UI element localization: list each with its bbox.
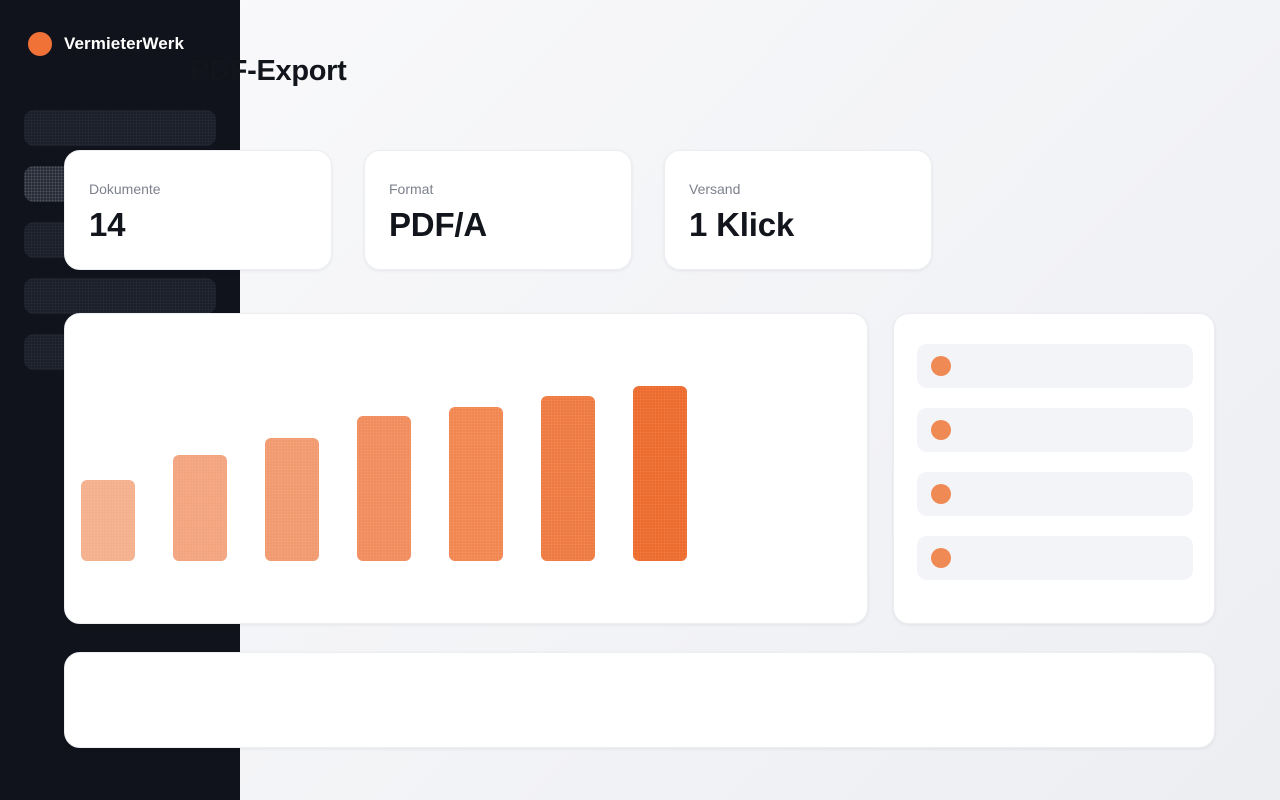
chart-bar-6 xyxy=(541,396,595,561)
stat-card-documents: Dokumente 14 xyxy=(64,150,332,270)
chart-bar-1 xyxy=(81,480,135,561)
stat-value: 14 xyxy=(89,206,126,243)
chart-bar-2 xyxy=(173,455,227,561)
stat-label: Dokumente xyxy=(89,181,161,197)
side-list-card xyxy=(893,313,1215,624)
bottom-panel xyxy=(64,652,1215,748)
sidebar-item-1[interactable] xyxy=(24,110,216,146)
chart-bar-3 xyxy=(265,438,319,561)
chart-bar-5 xyxy=(449,407,503,561)
page-title: PDF-Export xyxy=(190,55,347,87)
brand-name: VermieterWerk xyxy=(64,34,185,53)
status-dot-icon xyxy=(931,356,951,376)
stat-label: Versand xyxy=(689,181,741,197)
brand[interactable]: VermieterWerk xyxy=(28,32,184,56)
stat-value: 1 Klick xyxy=(689,206,794,243)
stat-label: Format xyxy=(389,181,434,197)
list-item[interactable] xyxy=(917,344,1193,388)
sidebar-item-4[interactable] xyxy=(24,278,216,314)
stat-card-format: Format PDF/A xyxy=(364,150,632,270)
stat-value: PDF/A xyxy=(389,206,488,243)
chart-bar-7 xyxy=(633,386,687,561)
bar-chart-card xyxy=(64,313,868,624)
list-item[interactable] xyxy=(917,408,1193,452)
chart-bar-4 xyxy=(357,416,411,561)
status-dot-icon xyxy=(931,548,951,568)
list-item[interactable] xyxy=(917,472,1193,516)
status-dot-icon xyxy=(931,420,951,440)
brand-logo-icon xyxy=(28,32,52,56)
status-dot-icon xyxy=(931,484,951,504)
stat-card-delivery: Versand 1 Klick xyxy=(664,150,932,270)
list-item[interactable] xyxy=(917,536,1193,580)
